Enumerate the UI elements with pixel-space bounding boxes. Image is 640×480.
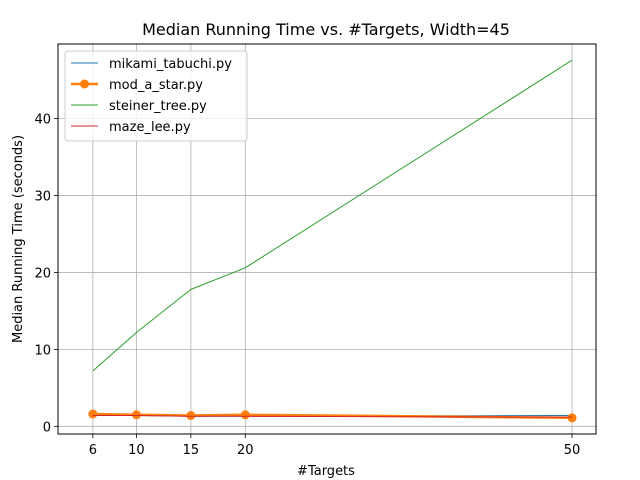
data-point-mod-a-star-py	[186, 411, 196, 421]
legend-label-mod-a-star-py: mod_a_star.py	[109, 78, 203, 93]
series-line-steiner-tree-py	[92, 59, 573, 372]
y-axis-label: Median Running Time (seconds)	[11, 135, 26, 343]
x-tick-label: 20	[237, 443, 254, 458]
legend-label-mikami-tabuchi-py: mikami_tabuchi.py	[109, 57, 232, 72]
plot-frame	[57, 43, 597, 435]
y-tick-label: 0	[43, 420, 51, 435]
legend-label-maze-lee-py: maze_lee.py	[109, 120, 191, 135]
x-tick-label: 6	[89, 443, 97, 458]
x-axis-label: #Targets	[297, 464, 355, 479]
data-point-mod-a-star-py	[240, 410, 250, 420]
y-tick-label: 10	[34, 343, 51, 358]
y-tick-label: 20	[34, 266, 51, 281]
x-tick-label: 50	[564, 443, 581, 458]
y-tick-label: 30	[34, 190, 51, 205]
legend: mikami_tabuchi.py mod_a_star.py steiner_tr…	[64, 50, 248, 142]
x-tick-label: 10	[128, 443, 145, 458]
y-axis: 0 10 20 30 40	[34, 113, 58, 435]
chart-title: Median Running Time vs. #Targets, Width=…	[142, 20, 510, 39]
data-point-mod-a-star-py	[88, 409, 98, 419]
series-layer	[88, 59, 577, 423]
x-tick-label: 15	[183, 443, 200, 458]
legend-label-steiner-tree-py: steiner_tree.py	[109, 99, 207, 114]
data-point-mod-a-star-py	[131, 410, 141, 420]
legend-box	[64, 50, 248, 142]
x-axis: 6 10 15 20 50	[89, 434, 581, 458]
data-point-mod-a-star-py	[567, 413, 577, 423]
series-line-maze-lee-py	[92, 415, 573, 418]
legend-marker-mod-a-star-py	[80, 79, 89, 89]
y-tick-label: 40	[34, 113, 51, 128]
